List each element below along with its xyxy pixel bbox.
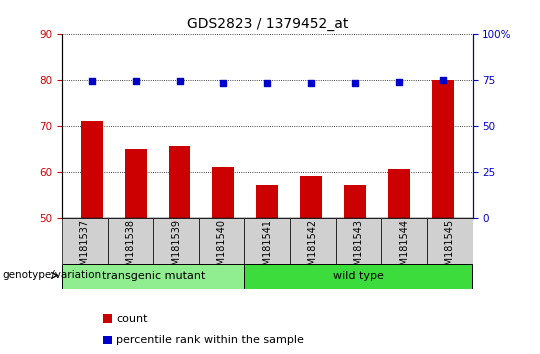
Text: GSM181545: GSM181545: [445, 219, 455, 278]
Bar: [381, 218, 427, 264]
Bar: [81, 121, 103, 218]
Text: GSM181540: GSM181540: [217, 219, 227, 278]
Text: wild type: wild type: [333, 271, 384, 281]
Text: genotype/variation: genotype/variation: [3, 270, 102, 280]
Bar: [388, 170, 410, 218]
Point: [131, 79, 140, 84]
Bar: [344, 185, 366, 218]
Bar: [62, 218, 107, 264]
Text: count: count: [116, 314, 147, 324]
Bar: [245, 264, 472, 289]
Point: [87, 78, 96, 84]
Bar: [153, 218, 199, 264]
Point: [263, 80, 272, 86]
Text: percentile rank within the sample: percentile rank within the sample: [116, 335, 304, 345]
Text: GSM181538: GSM181538: [125, 219, 136, 278]
Point: [438, 77, 447, 82]
Text: GSM181537: GSM181537: [80, 219, 90, 278]
Bar: [107, 218, 153, 264]
Bar: [300, 176, 322, 218]
Bar: [199, 218, 245, 264]
Point: [307, 80, 315, 86]
Bar: [245, 218, 290, 264]
Bar: [125, 149, 146, 218]
Text: GSM181542: GSM181542: [308, 219, 318, 278]
Point: [351, 80, 360, 86]
Bar: [290, 218, 336, 264]
Text: GSM181539: GSM181539: [171, 219, 181, 278]
Text: GSM181544: GSM181544: [399, 219, 409, 278]
Text: GSM181543: GSM181543: [354, 219, 363, 278]
Title: GDS2823 / 1379452_at: GDS2823 / 1379452_at: [187, 17, 348, 31]
Bar: [212, 167, 234, 218]
Bar: [432, 80, 454, 218]
Point: [175, 78, 184, 84]
Bar: [256, 185, 278, 218]
Text: GSM181541: GSM181541: [262, 219, 272, 278]
Bar: [168, 147, 191, 218]
Bar: [62, 264, 245, 289]
Bar: [427, 218, 472, 264]
Point: [219, 80, 228, 86]
Text: transgenic mutant: transgenic mutant: [102, 271, 205, 281]
Bar: [336, 218, 381, 264]
Point: [395, 80, 403, 85]
